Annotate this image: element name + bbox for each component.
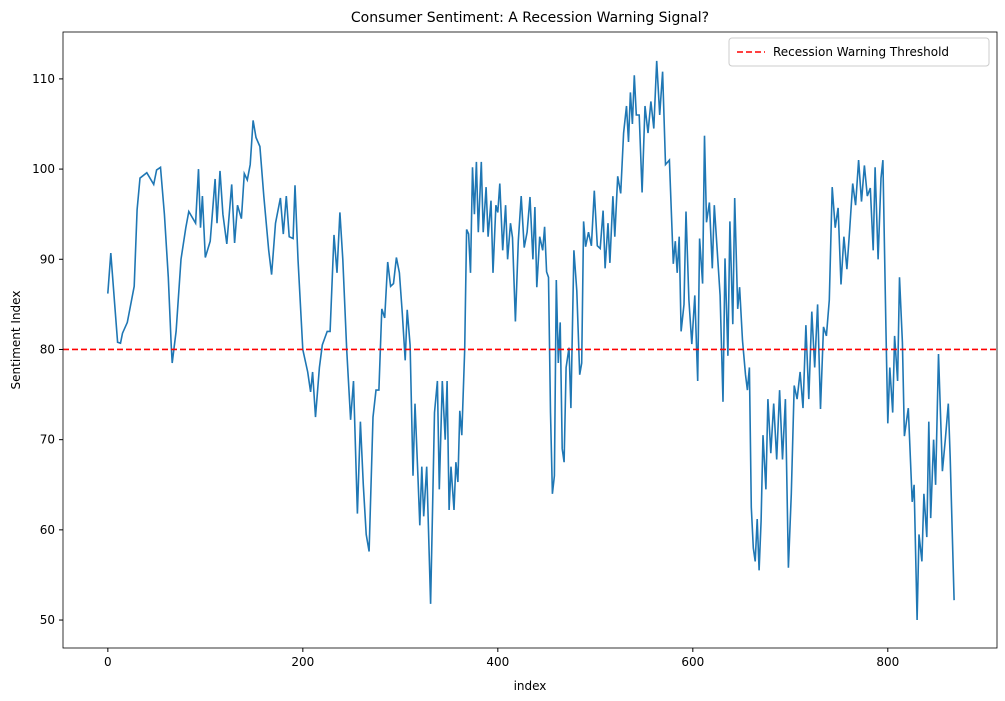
y-tick-label: 90 [40, 252, 55, 266]
y-axis-label: Sentiment Index [9, 291, 23, 390]
x-tick-label: 600 [681, 655, 704, 669]
x-tick-label: 800 [876, 655, 899, 669]
x-tick-label: 400 [486, 655, 509, 669]
y-tick-label: 110 [32, 72, 55, 86]
legend-label: Recession Warning Threshold [773, 45, 949, 59]
x-tick-label: 0 [104, 655, 112, 669]
legend-box [728, 37, 990, 67]
y-tick-label: 60 [40, 523, 55, 537]
data-line [107, 60, 955, 621]
y-tick-label: 80 [40, 342, 55, 356]
y-tick-label: 100 [32, 162, 55, 176]
x-axis-label: index [514, 679, 547, 693]
chart-title: Consumer Sentiment: A Recession Warning … [351, 10, 709, 26]
y-tick-label: 70 [40, 433, 55, 447]
y-tick-label: 50 [40, 613, 55, 627]
plot-frame [62, 31, 998, 649]
x-tick-label: 200 [291, 655, 314, 669]
